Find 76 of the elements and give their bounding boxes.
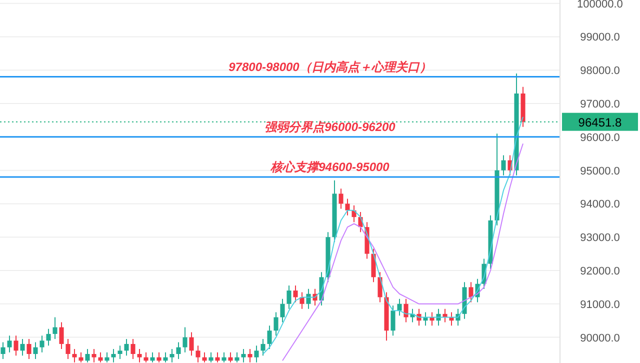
- candlestick: [40, 335, 44, 353]
- candlestick: [501, 154, 506, 176]
- candlestick: [78, 352, 84, 363]
- candlestick: [260, 338, 266, 356]
- candlestick: [338, 188, 344, 210]
- candlestick: [378, 272, 382, 303]
- candlestick: [182, 326, 188, 353]
- y-tick-label: 90000.0: [580, 332, 620, 344]
- candlestick: [196, 345, 200, 363]
- candlestick: [46, 328, 51, 346]
- candlestick: [306, 288, 311, 310]
- candlestick: [156, 352, 162, 363]
- candlestick: [33, 342, 38, 360]
- candlestick: [144, 352, 148, 363]
- candlestick: [397, 298, 402, 316]
- candlestick: [208, 352, 214, 363]
- candlestick: [286, 285, 292, 310]
- y-tick-label: 100000.0: [577, 0, 623, 10]
- candlestick: [7, 335, 12, 353]
- candlestick: [449, 312, 454, 326]
- y-tick-label: 97000.0: [580, 98, 620, 111]
- candlestick: [163, 352, 168, 363]
- candlestick: [352, 204, 356, 223]
- candlestick: [130, 338, 136, 360]
- y-tick-label: 93000.0: [580, 232, 620, 244]
- candlestick: [150, 352, 155, 363]
- candlestick: [92, 348, 96, 363]
- candlestick: [430, 312, 434, 326]
- candlestick: [345, 198, 350, 216]
- ref-line-label: 96451.8: [578, 115, 622, 130]
- y-tick-label: 99000.0: [580, 32, 620, 44]
- candlestick: [274, 312, 278, 336]
- candlestick: [300, 292, 304, 310]
- candlestick: [293, 285, 298, 303]
- candlestick: [241, 348, 246, 363]
- candlestick: [234, 352, 240, 363]
- y-tick-label: 91000.0: [580, 298, 620, 311]
- candlestick: [371, 248, 376, 283]
- candlestick: [20, 338, 25, 356]
- candlestick: [59, 322, 64, 350]
- candlestick: [390, 305, 396, 336]
- candlestick: [267, 325, 272, 350]
- candlestick: [72, 348, 77, 363]
- candlestick: [26, 338, 32, 360]
- candlestick: [202, 352, 207, 363]
- candlestick: [104, 352, 110, 363]
- candlestick: [0, 342, 6, 360]
- candlestick: [118, 345, 122, 360]
- candlestick: [222, 352, 226, 363]
- candlestick: [254, 345, 259, 363]
- candlestick: [423, 312, 428, 326]
- y-tick-label: 95000.0: [580, 165, 620, 178]
- candlestick: [228, 352, 233, 363]
- candlestick: [52, 316, 58, 340]
- candlestick: [215, 352, 220, 363]
- candlestick: [248, 348, 252, 363]
- y-tick-label: 92000.0: [580, 265, 620, 278]
- candlestick: [170, 348, 174, 363]
- candlestick: [137, 348, 142, 363]
- candlestick: [98, 352, 103, 363]
- candlestick: [404, 298, 408, 323]
- y-tick-label: 98000.0: [580, 65, 620, 78]
- candlestick: [189, 332, 194, 356]
- y-tick-label: 94000.0: [580, 198, 620, 211]
- candlestick: [176, 342, 181, 360]
- candlestick: [111, 348, 116, 363]
- candlestick: [85, 348, 90, 363]
- ref-line-label: 强弱分界点96000-96200: [264, 120, 396, 134]
- candlestick: [66, 338, 70, 360]
- ref-line-label: 97800-98000（日内高点＋心理关口）: [228, 60, 432, 74]
- ref-line-label: 核心支撑94600-95000: [270, 160, 390, 174]
- y-tick-label: 96000.0: [580, 132, 620, 144]
- candlestick: [280, 298, 285, 323]
- candlestick: [124, 338, 129, 356]
- candlestick: [468, 282, 474, 303]
- candlestick: [14, 335, 18, 356]
